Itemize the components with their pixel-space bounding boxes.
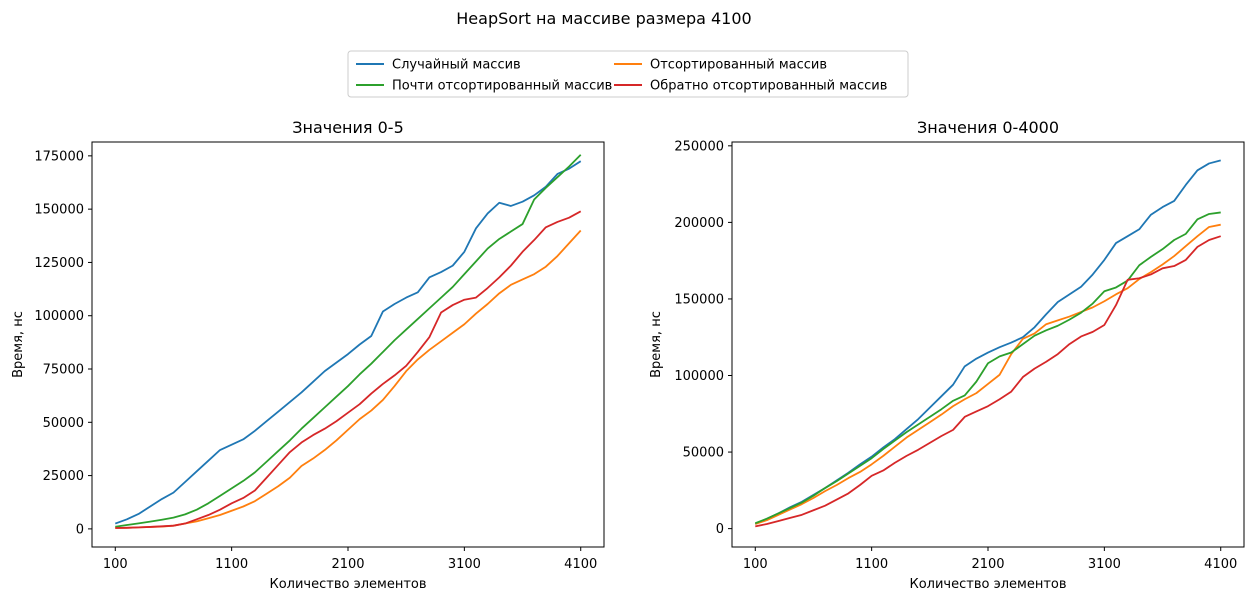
x-tick-label: 2100: [331, 557, 364, 572]
series-line-2: [754, 223, 1221, 525]
series-line-4: [755, 235, 1222, 528]
x-tick-label: 100: [743, 557, 768, 572]
y-tick-label: 175000: [34, 149, 84, 164]
y-tick-label: 50000: [683, 446, 724, 461]
figure-title: HeapSort на массиве размера 4100: [456, 9, 751, 28]
subplot-values-0-5: 100 1100 2100 3100 4100 0 25000 50000 75000 10000…: [11, 118, 605, 592]
series-line-1: [754, 159, 1221, 525]
subplot-values-0-4000: 100 1100 2100 3100 4100 0 50000 100000 150000 200…: [649, 118, 1245, 592]
x-tick-label: 3100: [1088, 557, 1121, 572]
subplot-title: Значения 0-5: [292, 118, 404, 137]
x-tick-label: 100: [103, 557, 128, 572]
y-tick-label: 100000: [674, 369, 724, 384]
x-tick-label: 1100: [855, 557, 888, 572]
x-tick-label: 4100: [564, 557, 597, 572]
legend-label: Обратно отсортированный массив: [650, 79, 887, 94]
subplot-title: Значения 0-4000: [917, 118, 1059, 137]
y-tick-label: 100000: [34, 309, 84, 324]
y-tick-label: 25000: [43, 469, 84, 484]
y-tick-label: 0: [76, 522, 84, 537]
legend-label: Случайный массив: [392, 58, 521, 73]
series-line-1: [114, 160, 582, 525]
x-tick-label: 4100: [1204, 557, 1237, 572]
y-tick-label: 200000: [674, 216, 724, 231]
series-line-4: [115, 210, 582, 529]
y-tick-label: 150000: [674, 292, 724, 307]
y-axis-label: Время, нс: [11, 311, 26, 378]
series-line-3: [115, 154, 582, 528]
legend-label: Почти отсортированный массив: [392, 79, 612, 94]
y-tick-label: 50000: [43, 416, 84, 431]
axes-frame: [731, 141, 1245, 548]
y-tick-label: 250000: [674, 139, 724, 154]
y-tick-label: 75000: [43, 363, 84, 378]
x-axis-label: Количество элементов: [269, 577, 426, 592]
y-axis-label: Время, нс: [649, 311, 664, 378]
y-tick-label: 150000: [34, 203, 84, 218]
series-line-3: [754, 211, 1221, 525]
y-tick-label: 125000: [34, 256, 84, 271]
x-axis-label: Количество элементов: [909, 577, 1066, 592]
x-tick-label: 3100: [448, 557, 481, 572]
legend: Случайный массив Отсортированный массив По…: [347, 50, 909, 98]
legend-label: Отсортированный массив: [650, 58, 827, 73]
x-tick-label: 1100: [215, 557, 248, 572]
y-tick-label: 0: [716, 522, 724, 537]
legend-frame: [347, 50, 909, 98]
x-tick-label: 2100: [971, 557, 1004, 572]
series-line-2: [115, 229, 582, 529]
axes-frame: [91, 141, 605, 548]
